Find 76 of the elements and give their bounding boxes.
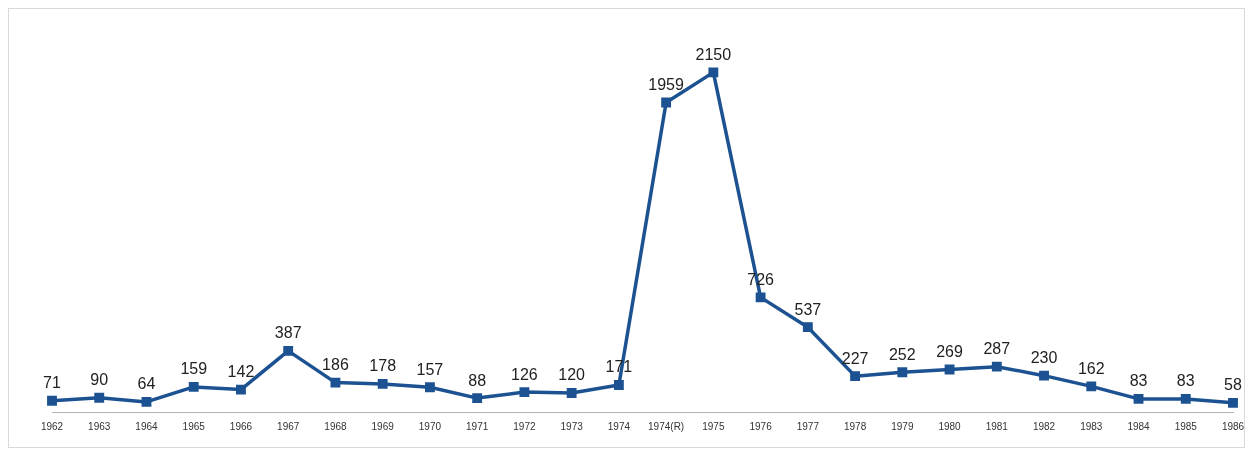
point: [850, 371, 861, 382]
x-tick-label: 1972: [513, 420, 536, 432]
data-label: 252: [888, 345, 916, 363]
point: [188, 381, 199, 392]
x-tick-label: 1975: [702, 420, 725, 432]
data-label: 71: [43, 374, 61, 392]
x-tick-label: 1964: [135, 420, 159, 432]
x-tick-label: 1971: [466, 420, 489, 432]
point: [283, 345, 294, 356]
x-tick-label: 1985: [1174, 420, 1198, 432]
data-label: 90: [90, 371, 109, 389]
data-label: 186: [322, 356, 349, 374]
point: [1228, 397, 1238, 408]
data-label: 88: [468, 371, 487, 389]
x-tick-label: 1963: [88, 420, 111, 432]
point: [377, 378, 388, 389]
x-tick-label: 1981: [985, 420, 1009, 432]
point: [802, 322, 813, 333]
point: [424, 382, 435, 393]
x-tick-label: 1974(R): [648, 420, 685, 432]
point: [472, 393, 483, 404]
data-label: 83: [1129, 372, 1148, 390]
data-label: 230: [1030, 349, 1058, 367]
x-tick-label: 1965: [182, 420, 206, 432]
data-label: 159: [180, 360, 208, 378]
point: [755, 292, 766, 303]
data-label: 287: [983, 340, 1011, 358]
point: [1133, 393, 1144, 404]
x-tick-label: 1982: [1032, 420, 1056, 432]
point: [1086, 381, 1097, 392]
point: [661, 97, 672, 108]
data-label: 269: [936, 342, 964, 360]
data-label: 120: [558, 366, 586, 384]
point: [330, 377, 341, 388]
point: [708, 67, 719, 78]
x-tick-label: 1984: [1127, 420, 1151, 432]
x-tick-label: 1966: [229, 420, 253, 432]
data-label: 1959: [648, 75, 685, 93]
x-tick-label: 1977: [796, 420, 820, 432]
point: [613, 380, 624, 390]
point: [991, 361, 1002, 372]
x-tick-label: 1979: [891, 420, 914, 432]
data-label: 387: [274, 324, 302, 342]
point: [944, 364, 955, 375]
data-label: 227: [841, 349, 869, 367]
data-label: 64: [137, 375, 156, 393]
point: [1180, 393, 1191, 404]
data-label: 58: [1224, 376, 1242, 394]
data-label: 126: [511, 365, 538, 383]
point: [897, 367, 908, 378]
data-label: 162: [1077, 359, 1105, 377]
x-tick-label: 1976: [749, 420, 773, 432]
point: [1039, 370, 1049, 381]
x-tick-label: 1983: [1080, 420, 1103, 432]
point: [94, 392, 105, 403]
data-label: 178: [369, 357, 397, 375]
point: [141, 396, 152, 407]
point: [566, 388, 577, 398]
point: [47, 395, 57, 406]
x-tick-label: 1967: [277, 420, 300, 432]
data-label: 83: [1176, 372, 1195, 390]
x-tick-label: 1986: [1221, 420, 1245, 432]
data-label: 2150: [695, 45, 732, 63]
data-label: 537: [794, 300, 822, 318]
x-tick-label: 1973: [560, 420, 584, 432]
point: [236, 384, 246, 395]
x-tick-label: 1980: [938, 420, 962, 432]
x-tick-label: 1968: [324, 420, 347, 432]
x-tick-label: 1974: [607, 420, 631, 432]
x-tick-label: 1970: [418, 420, 442, 432]
x-tick-label: 1978: [843, 420, 867, 432]
point: [519, 387, 530, 398]
data-label: 142: [227, 362, 255, 380]
data-label: 157: [416, 360, 444, 378]
x-tick-label: 1962: [40, 420, 64, 432]
x-tick-label: 1969: [371, 420, 395, 432]
